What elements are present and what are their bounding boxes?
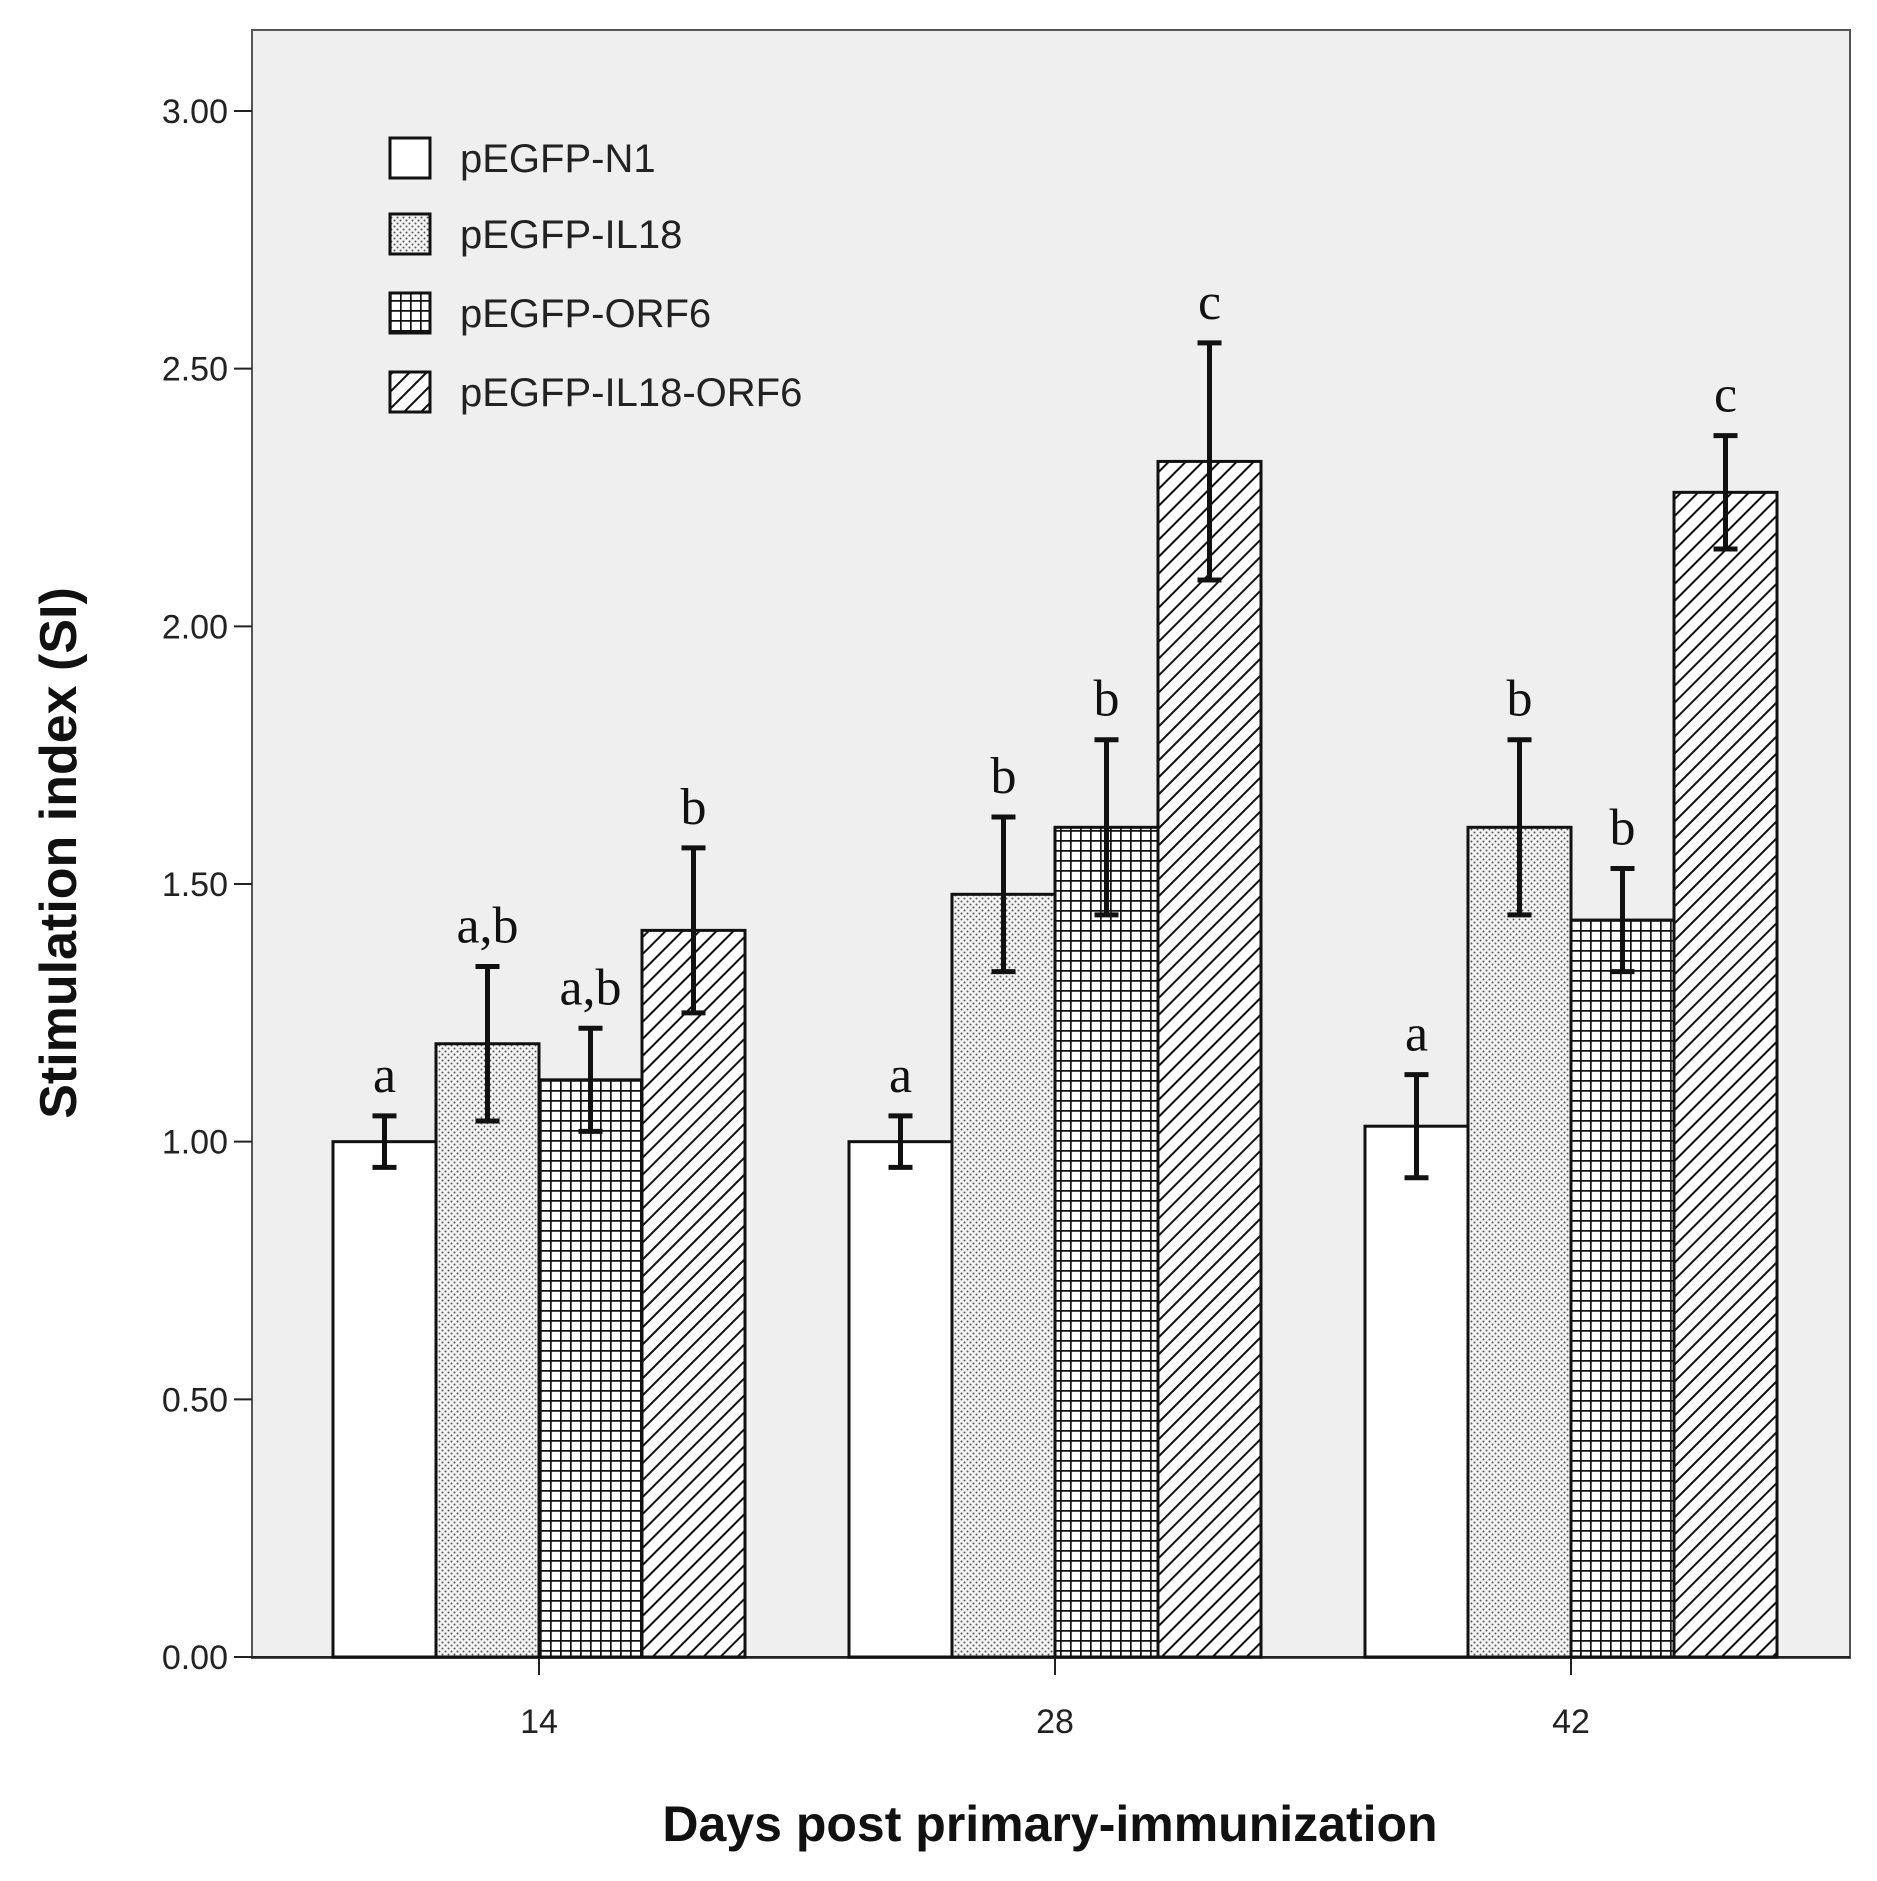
bar — [847, 1140, 954, 1659]
legend: pEGFP-N1 pEGFP-IL18 pEGFP-ORF6 pEGFP-IL18-O… — [388, 136, 802, 415]
significance-label: a,b — [456, 897, 518, 954]
bar — [640, 928, 747, 1659]
significance-label: b — [1094, 671, 1120, 728]
significance-label: a — [889, 1047, 912, 1104]
significance-label: a — [373, 1047, 396, 1104]
bar — [950, 892, 1057, 1659]
significance-label: b — [1610, 800, 1636, 857]
bar — [537, 1078, 644, 1659]
bar — [1466, 825, 1573, 1659]
legend-swatch — [388, 370, 432, 414]
bar — [1156, 459, 1263, 1659]
legend-label: pEGFP-N1 — [460, 137, 656, 181]
x-tick-label: 28 — [1036, 1703, 1074, 1741]
significance-label: b — [991, 748, 1017, 805]
y-axis-title: Stimulation index (SI) — [30, 587, 88, 1119]
y-axis: 0.00 0.50 1.00 1.50 2.00 2.50 3.00 — [162, 93, 252, 1677]
bar — [1053, 825, 1160, 1659]
x-axis: 14 28 42 — [252, 1656, 1850, 1741]
legend-swatch — [388, 291, 432, 335]
significance-label: c — [1714, 367, 1737, 424]
significance-label: c — [1198, 274, 1221, 331]
legend-label: pEGFP-IL18 — [460, 213, 682, 257]
error-bars — [372, 340, 1738, 1181]
x-tick-label: 42 — [1552, 1703, 1590, 1741]
legend-swatch — [388, 212, 432, 256]
significance-label: b — [681, 779, 707, 836]
legend-label: pEGFP-IL18-ORF6 — [460, 371, 802, 415]
y-tick-label: 2.00 — [162, 608, 228, 646]
y-tick-label: 0.00 — [162, 1639, 228, 1677]
y-tick-label: 2.50 — [162, 351, 228, 389]
x-tick-label: 14 — [520, 1703, 558, 1741]
x-axis-title: Days post primary-immunization — [662, 1796, 1437, 1852]
bar — [1363, 1124, 1470, 1659]
bar — [434, 1042, 541, 1659]
significance-label: b — [1507, 671, 1533, 728]
legend-swatch — [388, 136, 432, 180]
bar — [331, 1140, 438, 1659]
y-tick-label: 1.00 — [162, 1124, 228, 1162]
legend-label: pEGFP-ORF6 — [460, 292, 711, 336]
y-tick-label: 0.50 — [162, 1381, 228, 1419]
significance-label: a — [1405, 1006, 1428, 1063]
y-tick-label: 3.00 — [162, 93, 228, 131]
significance-labels: a a,b a,b b a b b c a b b c — [373, 274, 1737, 1104]
bars — [331, 459, 1779, 1659]
bar — [1672, 490, 1779, 1659]
y-tick-label: 1.50 — [162, 866, 228, 904]
bar — [1569, 918, 1676, 1659]
significance-label: a,b — [559, 959, 621, 1016]
